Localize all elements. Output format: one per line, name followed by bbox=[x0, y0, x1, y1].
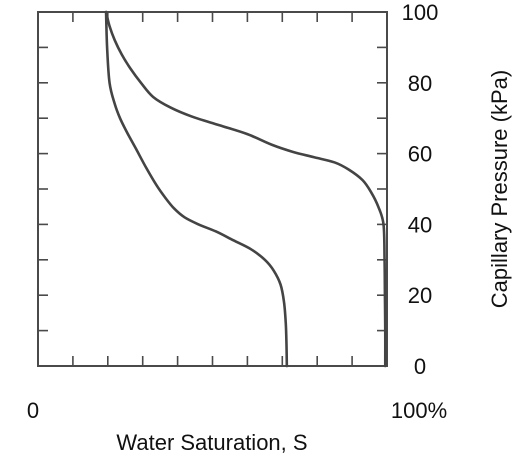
y-tick-label: 100 bbox=[402, 0, 439, 25]
series-group bbox=[104, 10, 387, 368]
y-tick-labels: 0 20 40 60 80 100 bbox=[402, 0, 439, 379]
y-axis-title: Capillary Pressure (kPa) bbox=[487, 70, 512, 308]
series-line-2 bbox=[104, 10, 289, 368]
tick-marks bbox=[38, 12, 387, 366]
x-tick-label-100: 100% bbox=[391, 398, 447, 423]
y-tick-label: 20 bbox=[408, 283, 432, 308]
y-tick-label: 40 bbox=[408, 212, 432, 237]
x-tick-label-0: 0 bbox=[27, 398, 39, 423]
y-tick-label: 80 bbox=[408, 71, 432, 96]
y-tick-label: 60 bbox=[408, 142, 432, 167]
plot-frame bbox=[37, 11, 388, 367]
x-axis-title: Water Saturation, S bbox=[116, 430, 307, 455]
series-line-1 bbox=[104, 10, 387, 368]
y-tick-label: 0 bbox=[414, 354, 426, 379]
